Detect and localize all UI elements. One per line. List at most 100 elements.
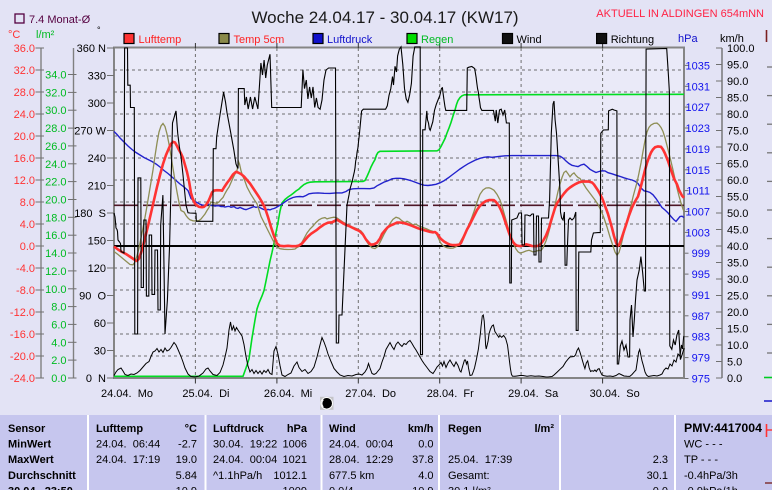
svg-text:20.0: 20.0 xyxy=(727,307,748,319)
svg-text:MaxWert: MaxWert xyxy=(8,454,54,466)
svg-text:25.04. 17:39: 25.04. 17:39 xyxy=(448,454,512,466)
svg-text:979: 979 xyxy=(692,353,710,365)
svg-text:16.0: 16.0 xyxy=(14,153,35,165)
svg-text:983: 983 xyxy=(692,332,710,344)
svg-text:987: 987 xyxy=(692,311,710,323)
svg-text:150: 150 xyxy=(88,236,106,248)
svg-text:70.0: 70.0 xyxy=(727,142,748,154)
svg-text:24.04. Mo: 24.04. Mo xyxy=(101,388,153,400)
svg-text:180 S: 180 S xyxy=(74,208,106,220)
svg-text:1015: 1015 xyxy=(686,165,710,177)
svg-text:30.04. 19:22: 30.04. 19:22 xyxy=(213,439,277,451)
svg-text:1012.1: 1012.1 xyxy=(273,470,307,482)
svg-text:29.04. Sa: 29.04. Sa xyxy=(508,388,559,400)
svg-text:10.0: 10.0 xyxy=(727,340,748,352)
svg-text:TP - - -: TP - - - xyxy=(684,454,718,466)
svg-text:l/m²: l/m² xyxy=(534,423,554,435)
svg-text:20.0: 20.0 xyxy=(14,131,35,143)
svg-text:Gesamt:: Gesamt: xyxy=(448,470,490,482)
svg-text:18.0: 18.0 xyxy=(45,212,66,224)
svg-text:14.0: 14.0 xyxy=(45,248,66,260)
svg-text:-16.0: -16.0 xyxy=(10,329,35,341)
svg-text:28.04. 12:29: 28.04. 12:29 xyxy=(329,454,393,466)
svg-text:2.0: 2.0 xyxy=(51,355,66,367)
svg-text:hPa: hPa xyxy=(678,33,698,45)
svg-text:0.0: 0.0 xyxy=(653,485,668,490)
svg-text:30.0: 30.0 xyxy=(45,105,66,117)
svg-text:1023: 1023 xyxy=(686,123,710,135)
svg-text:120: 120 xyxy=(88,263,106,275)
svg-text:-4.0: -4.0 xyxy=(16,263,35,275)
svg-text:-2.7: -2.7 xyxy=(178,439,197,451)
svg-text:15.0: 15.0 xyxy=(727,324,748,336)
svg-text:2.3: 2.3 xyxy=(653,454,668,466)
svg-text:24.0: 24.0 xyxy=(45,159,66,171)
svg-text:25.04. Di: 25.04. Di xyxy=(182,388,229,400)
svg-text:330: 330 xyxy=(88,71,106,83)
svg-text:-12.0: -12.0 xyxy=(10,307,35,319)
svg-text:Wind: Wind xyxy=(517,34,542,46)
svg-text:0.0: 0.0 xyxy=(727,373,742,385)
svg-text:26.04. Mi: 26.04. Mi xyxy=(264,388,312,400)
svg-text:Luftdruck: Luftdruck xyxy=(213,423,265,435)
svg-text:hPa: hPa xyxy=(287,423,308,435)
svg-text:8.0: 8.0 xyxy=(51,302,66,314)
svg-text:19.0: 19.0 xyxy=(176,454,197,466)
svg-text:Richtung: Richtung xyxy=(611,34,654,46)
svg-text:Lufttemp: Lufttemp xyxy=(96,423,143,435)
svg-text:WC - - -: WC - - - xyxy=(684,439,723,451)
svg-text:28.0: 28.0 xyxy=(14,87,35,99)
svg-text:50.0: 50.0 xyxy=(727,208,748,220)
svg-text:Durchschnitt: Durchschnitt xyxy=(8,470,76,482)
svg-text:28.0: 28.0 xyxy=(45,123,66,135)
svg-text:300: 300 xyxy=(88,98,106,110)
svg-text:677.5 km: 677.5 km xyxy=(329,470,374,482)
svg-text:22.0: 22.0 xyxy=(45,177,66,189)
svg-text:8.0: 8.0 xyxy=(20,197,35,209)
svg-text:1031: 1031 xyxy=(686,81,710,93)
svg-text:1019: 1019 xyxy=(686,144,710,156)
svg-text:°: ° xyxy=(97,25,101,35)
svg-text:4.0: 4.0 xyxy=(20,219,35,231)
svg-text:28.04. Fr: 28.04. Fr xyxy=(427,388,474,400)
svg-text:36.0: 36.0 xyxy=(14,43,35,55)
svg-text:1035: 1035 xyxy=(686,60,710,72)
svg-text:-0.4hPa/3h: -0.4hPa/3h xyxy=(684,470,738,482)
svg-text:-24.0: -24.0 xyxy=(10,373,35,385)
svg-text:24.04. 00:04: 24.04. 00:04 xyxy=(329,439,393,451)
svg-text:-0.9hPa/1h: -0.9hPa/1h xyxy=(684,485,738,490)
svg-text:32.0: 32.0 xyxy=(14,65,35,77)
svg-text:-20.0: -20.0 xyxy=(10,351,35,363)
svg-text:30.04. So: 30.04. So xyxy=(590,388,640,400)
svg-text:25.0: 25.0 xyxy=(727,291,748,303)
svg-text:65.0: 65.0 xyxy=(727,159,748,171)
svg-text:360 N: 360 N xyxy=(77,43,106,55)
svg-text:Regen: Regen xyxy=(421,34,453,46)
svg-text:270 W: 270 W xyxy=(74,126,106,138)
svg-text:Regen: Regen xyxy=(448,423,482,435)
svg-text:30.1 l/m²: 30.1 l/m² xyxy=(448,485,491,490)
svg-text:60: 60 xyxy=(94,318,106,330)
svg-text:34.0: 34.0 xyxy=(45,70,66,82)
svg-text:32.0: 32.0 xyxy=(45,87,66,99)
svg-text:4.0: 4.0 xyxy=(418,470,433,482)
svg-text:°C: °C xyxy=(185,423,197,435)
svg-text:km/h: km/h xyxy=(408,423,434,435)
svg-text:10.9: 10.9 xyxy=(412,485,433,490)
svg-text:30: 30 xyxy=(94,346,106,358)
svg-text:100.0: 100.0 xyxy=(727,43,755,55)
svg-text:85.0: 85.0 xyxy=(727,93,748,105)
svg-text:45.0: 45.0 xyxy=(727,225,748,237)
svg-text:999: 999 xyxy=(692,248,710,260)
svg-text:30.04. 23:50: 30.04. 23:50 xyxy=(8,485,73,490)
svg-text:35.0: 35.0 xyxy=(727,258,748,270)
svg-text:0.0/4: 0.0/4 xyxy=(329,485,353,490)
svg-text:°C: °C xyxy=(8,29,20,41)
svg-text:10.0: 10.0 xyxy=(45,284,66,296)
svg-text:7.4 Monat-Ø: 7.4 Monat-Ø xyxy=(29,14,91,26)
svg-text:12.0: 12.0 xyxy=(14,175,35,187)
svg-text:5.0: 5.0 xyxy=(727,357,742,369)
svg-text:16.0: 16.0 xyxy=(45,230,66,242)
svg-text:26.0: 26.0 xyxy=(45,141,66,153)
svg-text:Luftdruck: Luftdruck xyxy=(327,34,373,46)
